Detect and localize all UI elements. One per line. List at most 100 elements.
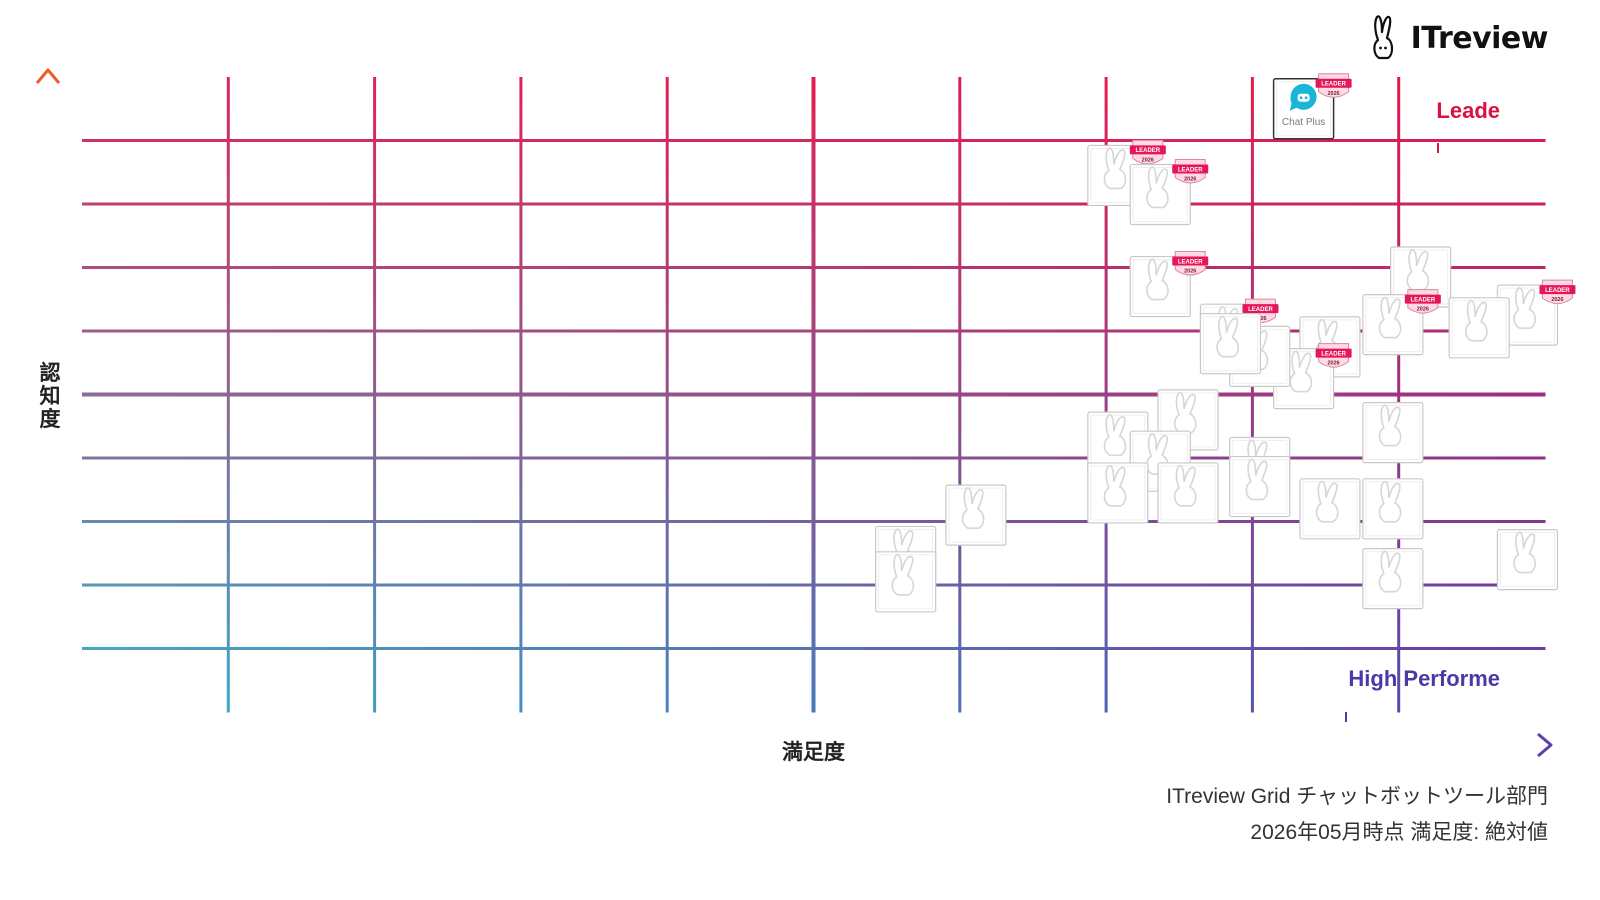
- product-card-inner: [1302, 481, 1358, 537]
- product-card: LEADER 2026: [1129, 158, 1209, 226]
- rabbit-logo-icon: [1372, 15, 1393, 60]
- chat-plus-logo-eye: [1299, 96, 1303, 100]
- brand-logo: ITreview: [1369, 14, 1549, 62]
- rabbit-placeholder-icon: [1513, 531, 1536, 574]
- leader-badge-text: LEADER: [1321, 351, 1346, 357]
- rabbit-placeholder-icon: [891, 553, 915, 596]
- product-card: [945, 484, 1007, 546]
- rabbit-placeholder-icon: [1464, 299, 1488, 342]
- leader-badge-ribbon: [1129, 145, 1166, 155]
- rabbit-placeholder-icon: [1245, 458, 1269, 501]
- rabbit-placeholder-icon: [1173, 464, 1197, 507]
- leader-badge-text: LEADER: [1178, 259, 1203, 265]
- quadrant-label-leader: Leade: [1436, 98, 1500, 123]
- leader-badge-ribbon: [1404, 294, 1441, 304]
- rabbit-placeholder-icon: [1146, 166, 1169, 209]
- chart-frame: [78, 73, 1549, 716]
- leader-badge-year: 2026: [1142, 157, 1154, 163]
- product-card: [1199, 313, 1262, 375]
- leader-badge-ribbon: [1172, 256, 1209, 266]
- product-card-frame: [875, 551, 937, 613]
- axis-arrows: [35, 68, 1553, 758]
- product-card: [1362, 478, 1424, 540]
- product-card-frame: [1087, 462, 1149, 524]
- leader-badge-year: 2026: [1551, 297, 1563, 303]
- product-card: [1157, 462, 1219, 524]
- product-card-inner: [1365, 405, 1421, 461]
- product-card-inner: [1365, 481, 1421, 537]
- leader-badge-text: LEADER: [1545, 288, 1570, 294]
- product-card: LEADER 2026: [1129, 251, 1209, 318]
- rabbit-placeholder-icon: [1103, 414, 1127, 456]
- rabbit-placeholder-icon: [1406, 249, 1430, 291]
- caption-date: 2026年05月時点 満足度: 絶対値: [1250, 821, 1548, 844]
- product-card: [875, 551, 937, 613]
- product-card-inner: [1365, 297, 1421, 353]
- product-card-inner: [948, 487, 1004, 543]
- product-card: [1299, 478, 1361, 540]
- leader-badge-text: LEADER: [1178, 167, 1203, 173]
- product-card: [1087, 462, 1149, 524]
- product-card-inner: [1451, 300, 1507, 356]
- product-card-inner: [1276, 81, 1332, 137]
- caption-category: ITreview Grid チャットボットツール部門: [1166, 785, 1548, 808]
- rabbit-placeholder-icon: [1103, 147, 1127, 190]
- product-card-frame: [1362, 548, 1424, 610]
- chat-plus-logo-eye: [1304, 96, 1308, 100]
- point-label: Chat Plus: [1282, 117, 1325, 128]
- rabbit-placeholder-icon: [1103, 464, 1127, 507]
- leader-badge-text: LEADER: [1248, 307, 1273, 313]
- leader-badge-year: 2026: [1184, 269, 1196, 275]
- product-card-frame: [1362, 402, 1424, 464]
- product-card-inner: [1090, 465, 1146, 521]
- product-card: [1362, 402, 1424, 464]
- product-card-inner: [1132, 166, 1188, 222]
- rabbit-placeholder-icon: [1146, 433, 1169, 475]
- quadrant-label-high-performer: High Performe: [1348, 666, 1500, 691]
- rabbit-placeholder-icon: [1378, 404, 1402, 447]
- product-card-inner: [1232, 459, 1288, 515]
- product-card-frame: [1157, 462, 1219, 524]
- leader-badge-ribbon: [1315, 348, 1352, 358]
- rabbit-placeholder-icon: [1315, 318, 1339, 361]
- leader-badge-ribbon: [1172, 164, 1209, 174]
- product-card-frame: [1129, 255, 1191, 318]
- rabbit-placeholder-icon: [1289, 350, 1313, 393]
- y-axis-title: 認知度: [39, 362, 61, 431]
- quadrant-labels: Leade High Performe: [1345, 98, 1500, 722]
- rabbit-placeholder-icon: [1146, 258, 1169, 301]
- product-card-inner: [878, 554, 934, 610]
- x-axis-title: 満足度: [780, 736, 847, 766]
- y-axis-arrowhead: [35, 68, 61, 84]
- rabbit-placeholder-icon: [961, 487, 985, 529]
- product-card: LEADER 2026: [1362, 289, 1441, 356]
- brand-name: ITreview: [1410, 20, 1549, 56]
- rabbit-placeholder-icon: [1216, 315, 1239, 358]
- product-card-frame: [1229, 455, 1291, 518]
- rabbit-placeholder-icon: [1378, 480, 1402, 523]
- product-points: Chat PlusLEADER2026LEADER2026LEADER2026L…: [875, 73, 1576, 613]
- product-card: [1448, 297, 1510, 359]
- leader-badge-year: 2026: [1417, 307, 1429, 313]
- product-card-inner: [1160, 465, 1216, 521]
- leader-badge-text: LEADER: [1135, 148, 1160, 154]
- leader-badge-ribbon: [1242, 304, 1279, 314]
- product-card: Chat Plus LEADER 2026: [1272, 73, 1352, 140]
- leader-badge-year: 2026: [1327, 91, 1339, 97]
- rabbit-placeholder-icon: [1173, 391, 1197, 434]
- product-card: [1229, 455, 1291, 518]
- rabbit-placeholder-icon: [1513, 287, 1536, 329]
- rabbit-placeholder-icon: [1315, 480, 1339, 523]
- product-card-frame: [1199, 313, 1262, 375]
- leader-badge-ribbon: [1539, 285, 1576, 295]
- product-card-frame: [1299, 478, 1361, 540]
- product-card-frame: [1448, 297, 1510, 359]
- product-card-frame: [1362, 294, 1424, 356]
- product-card-frame: [1496, 528, 1559, 591]
- leader-badge-year: 2026: [1327, 361, 1339, 367]
- product-card-inner: [1202, 316, 1258, 372]
- product-card-frame: [1362, 478, 1424, 540]
- leader-badge-text: LEADER: [1321, 82, 1346, 88]
- product-card-inner: [1499, 532, 1555, 588]
